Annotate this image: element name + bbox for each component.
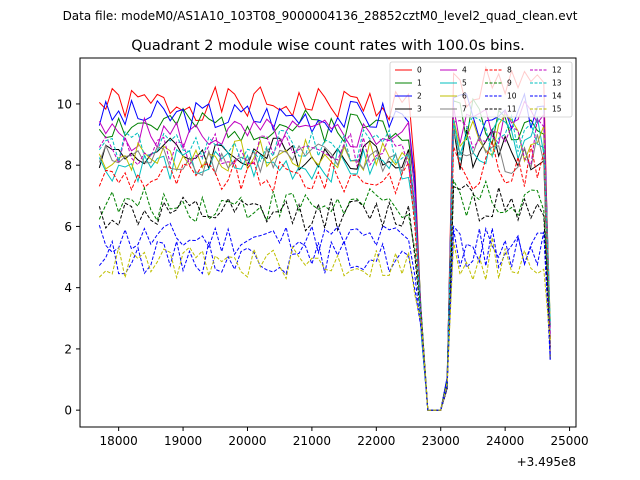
legend-label-13: 13 xyxy=(552,79,562,88)
suptitle: Data file: modeM0/AS1A10_103T08_90000041… xyxy=(63,9,578,23)
legend-label-3: 3 xyxy=(417,105,422,114)
y-tick-label: 0 xyxy=(64,404,72,418)
series-line-9 xyxy=(98,178,551,411)
legend-label-11: 11 xyxy=(507,105,517,114)
series-line-6 xyxy=(98,113,551,411)
legend-label-0: 0 xyxy=(417,66,422,75)
legend-label-2: 2 xyxy=(417,92,422,101)
x-tick-label: 25000 xyxy=(550,434,588,448)
plot-frame xyxy=(79,57,577,428)
series-line-13 xyxy=(98,113,551,411)
series-line-7 xyxy=(98,131,551,411)
x-tick-label: 19000 xyxy=(164,434,202,448)
legend-label-4: 4 xyxy=(462,66,467,75)
series-line-12 xyxy=(98,117,551,411)
legend-label-14: 14 xyxy=(552,92,562,101)
legend-label-6: 6 xyxy=(462,92,467,101)
legend-label-7: 7 xyxy=(462,105,467,114)
legend-label-15: 15 xyxy=(552,105,562,114)
chart-title: Quadrant 2 module wise count rates with … xyxy=(131,38,525,54)
legend-label-1: 1 xyxy=(417,79,422,88)
legend-label-8: 8 xyxy=(507,66,512,75)
legend-box xyxy=(389,61,573,118)
x-axis: 18000 19000 20000 21000 22000 23000 24000 25000 xyxy=(100,427,589,448)
y-tick-label: 4 xyxy=(64,281,72,295)
series-line-10 xyxy=(98,222,551,411)
y-axis: 0 2 4 6 8 10 xyxy=(57,97,80,418)
series-line-3 xyxy=(98,127,551,411)
x-tick-label: 20000 xyxy=(228,434,266,448)
x-tick-label: 24000 xyxy=(486,434,524,448)
legend-label-12: 12 xyxy=(552,66,562,75)
x-tick-label: 18000 xyxy=(100,434,138,448)
x-tick-label: 21000 xyxy=(293,434,331,448)
legend-label-5: 5 xyxy=(462,79,467,88)
y-tick-label: 10 xyxy=(57,97,72,111)
x-offset-label: +3.495e8 xyxy=(517,455,576,469)
y-tick-label: 8 xyxy=(64,159,72,173)
y-tick-label: 2 xyxy=(64,342,72,356)
x-tick-label: 23000 xyxy=(422,434,460,448)
y-tick-label: 6 xyxy=(64,220,72,234)
series-line-5 xyxy=(98,117,551,411)
series-lines xyxy=(98,65,551,411)
x-tick-label: 22000 xyxy=(357,434,395,448)
legend-label-9: 9 xyxy=(507,79,512,88)
series-line-8 xyxy=(98,139,551,411)
series-line-0 xyxy=(98,65,551,411)
series-line-2 xyxy=(98,92,551,411)
series-line-14 xyxy=(98,226,551,411)
series-line-11 xyxy=(98,183,551,411)
series-line-15 xyxy=(98,237,551,411)
legend-label-10: 10 xyxy=(507,92,517,101)
